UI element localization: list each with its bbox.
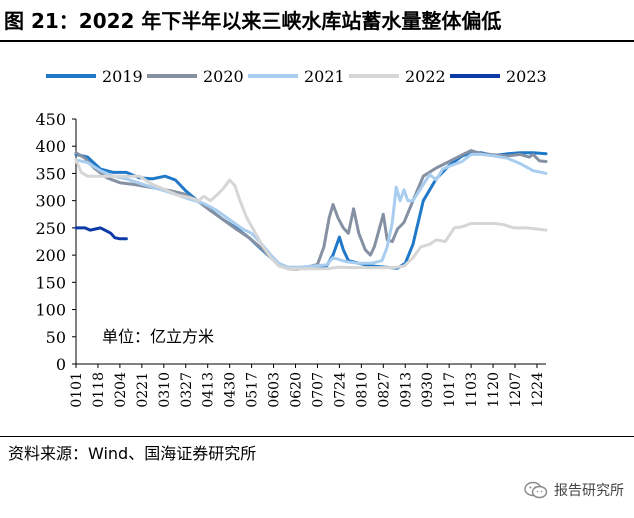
x-tick-label: 0724 (332, 372, 348, 408)
x-tick-label: 1120 (486, 372, 502, 408)
source-note: 资料来源：Wind、国海证券研究所 (8, 444, 257, 463)
x-tick-label: 0221 (135, 372, 151, 408)
x-tick-label: 0101 (69, 372, 85, 408)
title-divider (0, 40, 634, 42)
x-tick-label: 0930 (420, 372, 436, 408)
x-tick-label: 0603 (267, 372, 283, 408)
legend-label-2019: 2019 (102, 67, 143, 86)
y-tick-label: 50 (46, 328, 66, 347)
y-tick-label: 400 (35, 137, 66, 156)
x-tick-label: 0204 (113, 372, 129, 408)
page-title: 图 21：2022 年下半年以来三峡水库站蓄水量整体偏低 (4, 9, 502, 33)
legend-label-2023: 2023 (506, 67, 547, 86)
x-tick-label: 0327 (179, 372, 195, 408)
y-tick-label: 250 (35, 219, 66, 238)
unit-annotation: 单位：亿立方米 (102, 327, 214, 346)
x-tick-label: 1103 (464, 372, 480, 408)
legend-label-2020: 2020 (203, 67, 244, 86)
source-divider (0, 436, 634, 437)
y-tick-label: 300 (35, 192, 66, 211)
x-tick-label: 1017 (442, 372, 458, 408)
x-tick-label: 0413 (201, 372, 217, 408)
y-tick-label: 450 (35, 110, 66, 129)
x-tick-label: 0517 (245, 372, 261, 408)
x-tick-label: 0620 (289, 372, 305, 408)
series-line-2021 (74, 152, 548, 269)
wechat-icon (524, 481, 548, 499)
y-tick-label: 0 (56, 355, 66, 374)
x-tick-label: 0310 (157, 372, 173, 408)
watermark-text: 报告研究所 (554, 483, 624, 499)
x-tick-label: 0827 (376, 372, 392, 408)
legend: 2019 2020 2021 2022 2023 (46, 67, 547, 86)
series-line-2020 (74, 149, 548, 271)
series-line-2023 (74, 226, 128, 241)
watermark: 报告研究所 (524, 478, 624, 502)
x-tick-label: 0118 (91, 372, 107, 408)
chart-area: 2019 2020 2021 2022 2023 0 50 100 150 200 250 300 3… (0, 44, 634, 434)
series-line-2022 (74, 158, 548, 271)
plot-lines (74, 149, 548, 271)
x-tick-label: 0810 (354, 372, 370, 408)
x-tick-label: 0430 (223, 372, 239, 408)
x-tick-label: 1207 (508, 372, 524, 408)
legend-label-2022: 2022 (405, 67, 446, 86)
x-tick-label: 1224 (530, 372, 546, 408)
legend-label-2021: 2021 (304, 67, 345, 86)
y-tick-label: 100 (35, 301, 66, 320)
x-tick-label: 0707 (310, 372, 326, 408)
y-tick-label: 350 (35, 164, 66, 183)
series-line-2019 (74, 151, 548, 270)
y-tick-label: 150 (35, 273, 66, 292)
x-tick-label: 0913 (398, 372, 414, 408)
line-chart: 2019 2020 2021 2022 2023 0 50 100 150 200 250 300 3… (35, 67, 548, 408)
y-tick-label: 200 (35, 246, 66, 265)
